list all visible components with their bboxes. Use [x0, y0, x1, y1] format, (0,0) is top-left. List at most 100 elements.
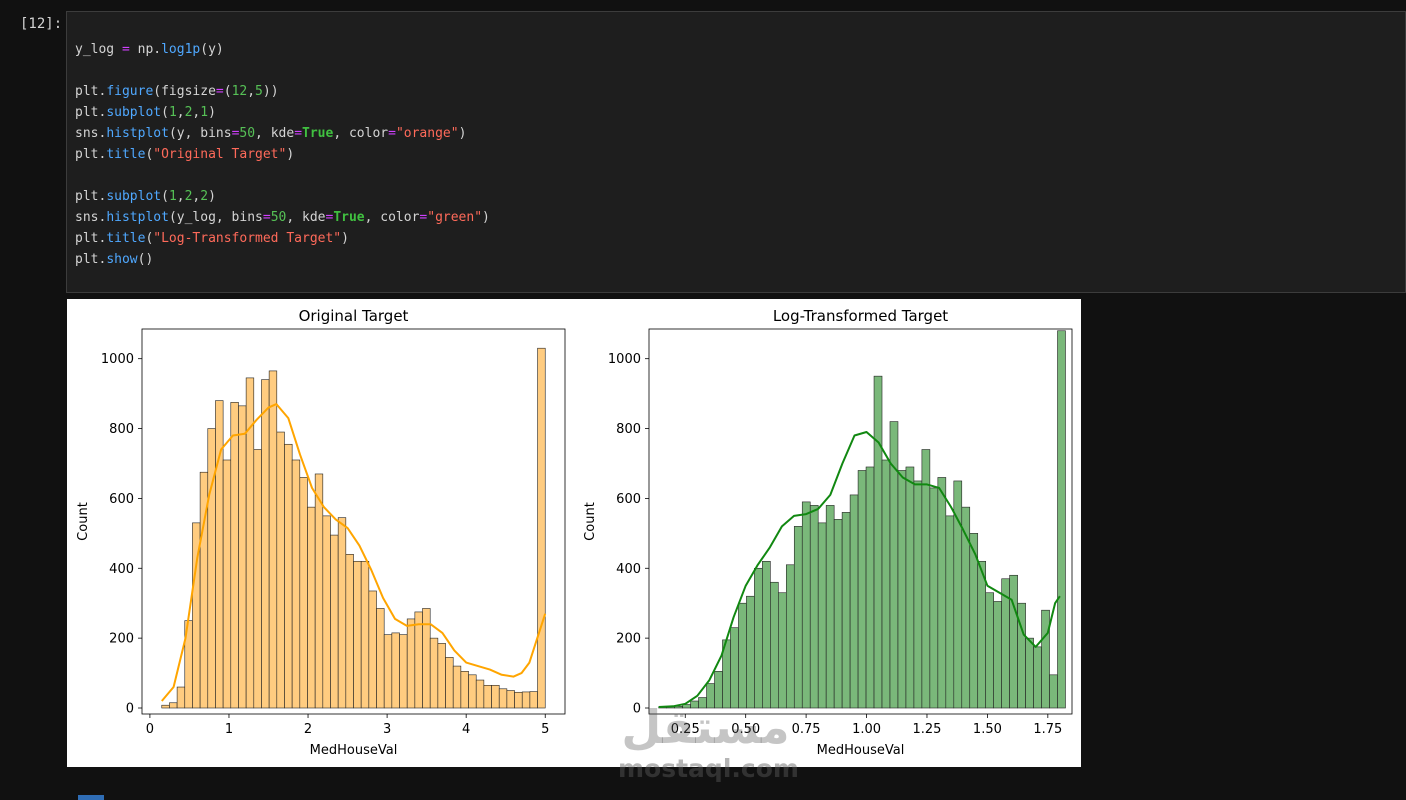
cell-execution-count: [12]: [20, 16, 63, 32]
histogram-bar [207, 428, 216, 709]
code-token: True [302, 126, 334, 141]
code-token: ( [161, 105, 169, 120]
y-tick-label: 600 [616, 492, 641, 507]
code-token: "green" [427, 210, 483, 225]
x-tick-label: 1.25 [912, 722, 941, 737]
code-token: 2 [200, 189, 209, 204]
x-tick-label: 5 [541, 722, 549, 737]
x-axis-label: MedHouseVal [817, 743, 905, 758]
code-token: )) [262, 84, 279, 99]
code-line [75, 165, 490, 186]
cell-output-figure: Original Target 0 1 2 3 4 5 0 200 400 600 800 1000 Me… [67, 299, 1081, 767]
x-tick-label: 1.50 [973, 722, 1002, 737]
histogram-bar [881, 459, 891, 709]
code-line: plt.title("Log-Transformed Target") [75, 228, 490, 249]
histogram-bar [730, 627, 739, 709]
histogram-bar [738, 602, 747, 709]
code-token: 2 [184, 189, 193, 204]
code-token: , kde [255, 126, 295, 141]
kde-curve [161, 403, 547, 702]
code-token: "orange" [395, 126, 459, 141]
code-token: "Original Target" [153, 147, 287, 162]
code-token: show [106, 252, 138, 267]
y-axis-label: Count [583, 502, 598, 541]
code-line: plt.subplot(1,2,1) [75, 102, 490, 123]
histogram-bar [429, 637, 439, 709]
histogram-bar [521, 691, 531, 709]
subplot-original-target: Original Target 0 1 2 3 4 5 0 200 400 600 800 1000 Me… [76, 307, 566, 758]
histogram-bar [391, 632, 400, 709]
y-tick-label: 800 [109, 422, 134, 437]
histogram-bar [360, 560, 370, 709]
code-token: ) [286, 147, 295, 162]
code-token: , [247, 84, 256, 99]
y-tick-label: 200 [109, 632, 134, 647]
histogram-bar [1033, 646, 1042, 709]
histogram-bar [383, 634, 393, 709]
histogram-bar [865, 466, 875, 709]
x-tick-label: 0.25 [671, 722, 700, 737]
code-token: 2 [184, 105, 193, 120]
x-tick-label: 2 [304, 722, 312, 737]
code-cell-editor[interactable]: y_log = np.log1p(y) plt.figure(figsize=(… [66, 11, 1406, 293]
code-token: ( [161, 189, 169, 204]
code-token: , color [364, 210, 420, 225]
histogram-bar [284, 443, 293, 709]
histogram-bar [506, 690, 515, 709]
histogram-bar [491, 684, 500, 709]
histogram-bar [809, 505, 819, 709]
histogram-bar [1049, 674, 1058, 709]
code-token: 50 [270, 210, 287, 225]
histogram-bar [261, 379, 270, 709]
code-token: np. [129, 42, 162, 57]
x-tick-label: 4 [462, 722, 470, 737]
histogram-bar [537, 347, 546, 709]
histogram-bar [977, 560, 987, 709]
histogram-bar [785, 564, 795, 709]
histogram-bar [307, 506, 316, 709]
code-token: () [137, 252, 154, 267]
code-token: plt. [75, 84, 107, 99]
x-tick-label: 1.75 [1033, 722, 1062, 737]
histogram-bar [353, 560, 362, 709]
histogram-bar [706, 683, 715, 709]
histogram-bar [985, 592, 994, 709]
x-tick-label: 1 [225, 722, 233, 737]
code-token: = [215, 84, 224, 99]
code-token: plt. [75, 147, 107, 162]
code-token: ( [145, 231, 154, 246]
code-token: histplot [106, 210, 169, 225]
code-token: ) [458, 126, 467, 141]
y-tick-label: 400 [616, 562, 641, 577]
histogram-bar [1025, 637, 1034, 709]
y-tick-label: 0 [126, 702, 134, 717]
y-tick-label: 0 [633, 702, 641, 717]
histogram-bar [746, 595, 755, 709]
code-token: = [388, 126, 396, 141]
code-token: sns. [75, 126, 107, 141]
histogram-bar [253, 449, 262, 709]
code-token: title [106, 147, 146, 162]
histogram-bar [399, 634, 408, 709]
x-tick-label: 0.75 [792, 722, 821, 737]
next-cell-icon[interactable] [78, 795, 104, 800]
code-token: ) [208, 189, 216, 204]
histogram-bar [801, 501, 811, 709]
histogram-bar [414, 611, 423, 709]
code-token: ) [341, 231, 349, 246]
code-text[interactable]: y_log = np.log1p(y) plt.figure(figsize=(… [75, 39, 490, 270]
code-token: ( [145, 147, 154, 162]
histogram-bar [921, 449, 931, 709]
histogram-bar [230, 402, 239, 709]
code-token: histplot [106, 126, 169, 141]
y-tick-label: 800 [616, 422, 641, 437]
figure-canvas: Original Target 0 1 2 3 4 5 0 200 400 600 800 1000 Me… [76, 307, 1073, 758]
histogram-bar [897, 470, 907, 709]
axes-frame [141, 328, 566, 715]
code-token: = [325, 210, 334, 225]
kde-curve [658, 431, 1061, 708]
histogram-bar [905, 466, 915, 709]
code-line: plt.title("Original Target") [75, 144, 490, 165]
code-token: 12 [231, 84, 248, 99]
histogram-bar [445, 657, 454, 709]
